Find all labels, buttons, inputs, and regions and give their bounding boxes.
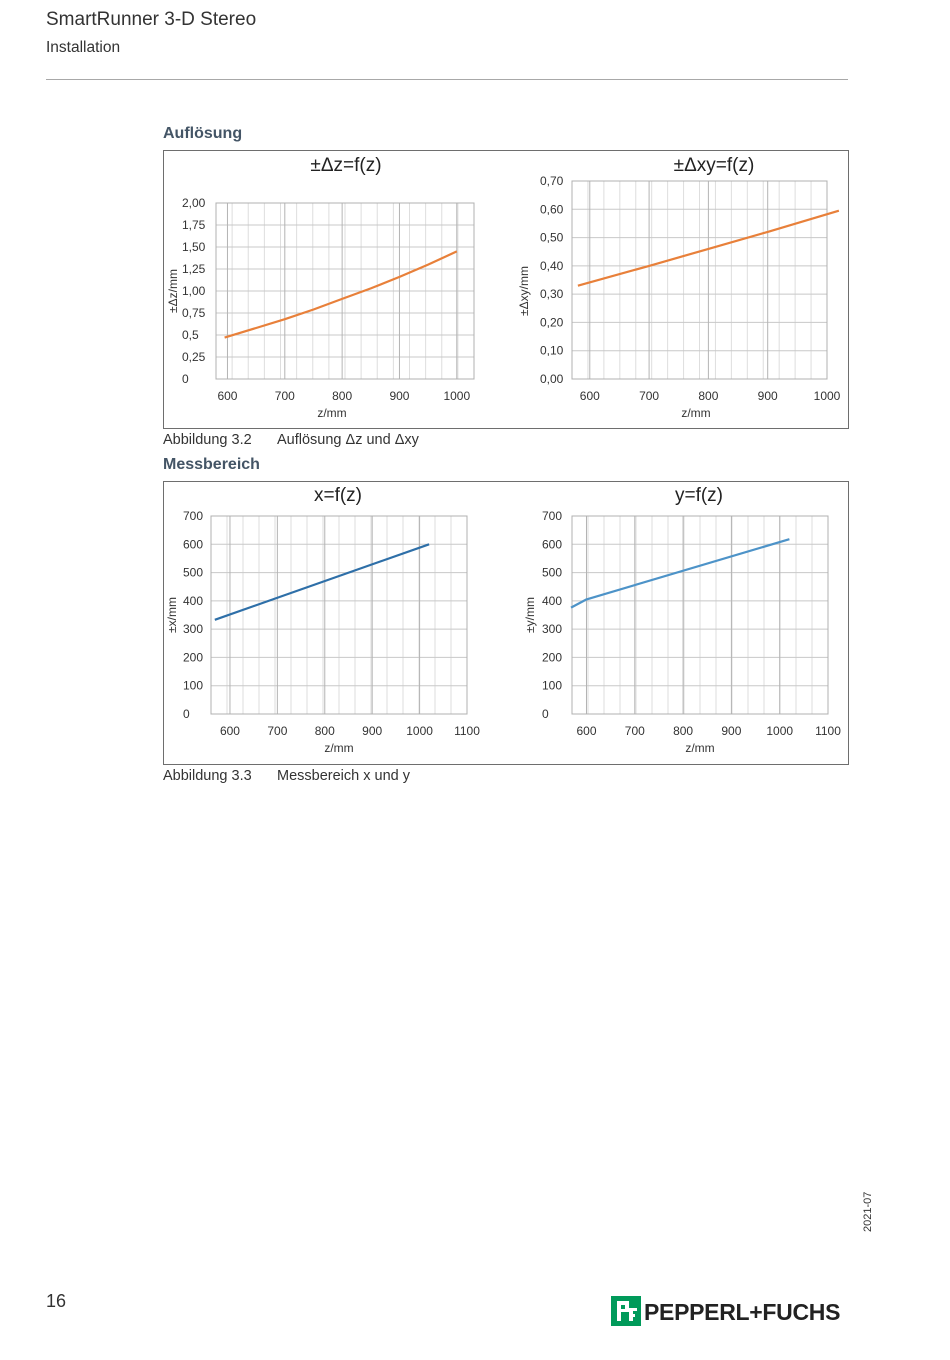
- series-line: [214, 543, 430, 621]
- logo-mark-icon: [611, 1296, 641, 1326]
- chart-title: ±Δz=f(z): [310, 155, 381, 176]
- x-tick-label: 600: [217, 389, 237, 403]
- x-tick-label: 700: [267, 724, 287, 738]
- figure-3-2-text: Auflösung Δz und Δxy: [277, 432, 419, 448]
- page-number: 16: [46, 1291, 67, 1311]
- chart-y: 0 100 200 300 400 500 600 700 600 700 800 900 1000 11…: [523, 485, 841, 755]
- y-tick-label: 0: [183, 707, 190, 721]
- series-line: [224, 250, 458, 339]
- x-tick-label: 900: [362, 724, 382, 738]
- y-tick-label: 1,00: [182, 284, 206, 298]
- y-tick-label: 100: [183, 679, 203, 693]
- x-tick-label: 800: [315, 724, 335, 738]
- y-tick-label: 700: [183, 509, 203, 523]
- x-tick-label: 1000: [814, 389, 841, 403]
- x-axis-label: z/mm: [317, 406, 346, 420]
- header-divider: [46, 79, 848, 80]
- chart-title: x=f(z): [314, 485, 362, 506]
- y-tick-label: 300: [542, 622, 562, 636]
- y-axis-label: ±Δxy/mm: [517, 266, 531, 316]
- y-tick-label: 200: [183, 650, 203, 664]
- x-tick-label: 700: [275, 389, 295, 403]
- y-tick-label: 1,25: [182, 262, 206, 276]
- y-tick-label: 0,10: [540, 344, 564, 358]
- x-tick-label: 1000: [766, 724, 793, 738]
- x-tick-label: 1000: [443, 389, 470, 403]
- x-tick-label: 700: [639, 389, 659, 403]
- plot-area-border: [571, 515, 829, 715]
- series-line: [577, 209, 840, 287]
- y-tick-label: 0,50: [540, 231, 564, 245]
- y-tick-label: 500: [542, 566, 562, 580]
- y-tick-label: 0,30: [540, 287, 564, 301]
- x-tick-label: 700: [625, 724, 645, 738]
- y-tick-label: 500: [183, 566, 203, 580]
- y-tick-label: 600: [542, 537, 562, 551]
- logo-wordmark: PEPPERL+FUCHS: [644, 1299, 841, 1325]
- x-tick-label: 800: [698, 389, 718, 403]
- y-tick-label: 300: [183, 622, 203, 636]
- x-tick-label: 800: [673, 724, 693, 738]
- x-tick-label: 900: [389, 389, 409, 403]
- resolution-heading: Auflösung: [163, 125, 243, 142]
- y-tick-label: 0,40: [540, 259, 564, 273]
- chart-dxy: 0,00 0,10 0,20 0,30 0,40 0,50 0,60 0,70 600 700 80…: [517, 155, 841, 420]
- figure-3-3-text: Messbereich x und y: [277, 768, 410, 784]
- figure-3-2-number: Abbildung 3.2: [163, 432, 252, 448]
- y-tick-label: 400: [183, 594, 203, 608]
- y-tick-label: 2,00: [182, 196, 206, 210]
- y-tick-label: 700: [542, 509, 562, 523]
- document-title: SmartRunner 3-D Stereo: [46, 9, 257, 30]
- range-figure-frame: 0 100 200 300 400 500 600 700 600 700 800 900 1000 11…: [163, 481, 849, 765]
- plot-area-border: [210, 515, 468, 715]
- figure-3-2-caption: Abbildung 3.2 Auflösung Δz und Δxy: [163, 432, 419, 448]
- x-axis-label: z/mm: [685, 741, 714, 755]
- y-axis-label: ±x/mm: [165, 597, 179, 633]
- y-axis-label: ±Δz/mm: [166, 269, 180, 313]
- y-tick-label: 1,75: [182, 218, 206, 232]
- y-tick-label: 100: [542, 679, 562, 693]
- resolution-figure-frame: 0 0,25 0,5 0,75 1,00 1,25 1,50 1,75 2,00 600 700 80…: [163, 150, 849, 429]
- x-axis-label: z/mm: [681, 406, 710, 420]
- y-tick-label: 0,60: [540, 202, 564, 216]
- y-tick-label: 400: [542, 594, 562, 608]
- resolution-charts: 0 0,25 0,5 0,75 1,00 1,25 1,50 1,75 2,00 600 700 80…: [166, 155, 841, 420]
- range-heading: Messbereich: [163, 456, 260, 473]
- x-tick-label: 800: [332, 389, 352, 403]
- figure-3-3-number: Abbildung 3.3: [163, 768, 252, 784]
- x-tick-label: 1100: [815, 724, 841, 738]
- chart-x: 0 100 200 300 400 500 600 700 600 700 800 900 1000 11…: [165, 485, 480, 755]
- y-tick-label: 1,50: [182, 240, 206, 254]
- x-tick-label: 900: [721, 724, 741, 738]
- x-tick-label: 1000: [406, 724, 433, 738]
- y-tick-label: 0,5: [182, 328, 199, 342]
- x-tick-label: 600: [220, 724, 240, 738]
- y-tick-label: 0,70: [540, 174, 564, 188]
- chart-title: y=f(z): [675, 485, 723, 506]
- y-tick-label: 0,00: [540, 372, 564, 386]
- pepperl-fuchs-logo: PEPPERL+FUCHS: [611, 1296, 848, 1328]
- chart-dz: 0 0,25 0,5 0,75 1,00 1,25 1,50 1,75 2,00 600 700 80…: [166, 155, 475, 420]
- y-tick-label: 0,25: [182, 350, 206, 364]
- plot-area-border: [215, 202, 475, 380]
- y-tick-label: 0,20: [540, 315, 564, 329]
- y-axis-label: ±y/mm: [523, 597, 537, 633]
- y-tick-label: 600: [183, 537, 203, 551]
- x-tick-label: 1100: [454, 724, 480, 738]
- document-subtitle: Installation: [46, 39, 121, 56]
- y-tick-label: 0,75: [182, 306, 206, 320]
- y-tick-label: 0: [542, 707, 549, 721]
- y-tick-label: 200: [542, 650, 562, 664]
- chart-title: ±Δxy=f(z): [674, 155, 755, 176]
- y-tick-label: 0: [182, 372, 189, 386]
- x-tick-label: 600: [576, 724, 596, 738]
- x-tick-label: 900: [758, 389, 778, 403]
- x-tick-label: 600: [580, 389, 600, 403]
- figure-3-3-caption: Abbildung 3.3 Messbereich x und y: [163, 768, 410, 784]
- plot-area-border: [571, 180, 828, 380]
- series-line: [570, 538, 790, 609]
- x-axis-label: z/mm: [324, 741, 353, 755]
- revision-date: 2021-07: [862, 1191, 874, 1232]
